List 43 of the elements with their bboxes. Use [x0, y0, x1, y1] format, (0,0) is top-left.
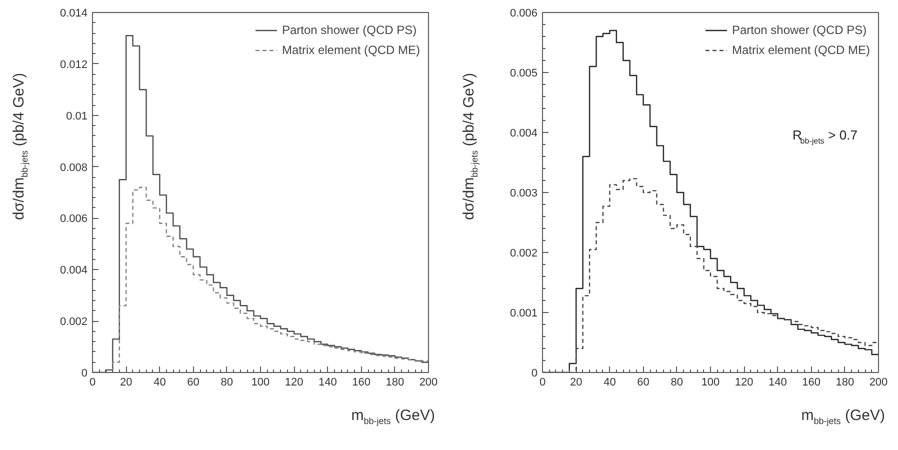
- x-tick-label: 120: [284, 376, 304, 388]
- x-tick-label: 20: [120, 376, 132, 388]
- legend-label: Matrix element (QCD ME): [732, 43, 870, 57]
- x-tick-label: 60: [187, 376, 200, 388]
- x-axis-title: m$_{bb-jets}$ (GeV): [800, 406, 885, 428]
- x-axis-title: m$_{bb-jets}$ (GeV): [350, 406, 435, 428]
- x-tick-label: 180: [386, 376, 404, 388]
- x-tick-label: 100: [251, 376, 270, 388]
- y-tick-label: 0.006: [510, 8, 538, 20]
- x-tick-label: 80: [670, 376, 684, 388]
- legend-label: Matrix element (QCD ME): [282, 43, 420, 57]
- y-tick-label: 0.004: [60, 264, 88, 277]
- x-tick-label: 40: [154, 376, 166, 388]
- x-tick-label: 40: [604, 376, 616, 388]
- y-tick-label: 0: [81, 368, 88, 380]
- legend-label: Parton shower (QCD PS): [282, 23, 417, 37]
- x-tick-label: 60: [637, 376, 650, 388]
- y-tick-label: 0: [531, 368, 538, 380]
- x-tick-label: 80: [220, 376, 234, 388]
- x-tick-label: 0: [539, 376, 546, 388]
- x-tick-label: 180: [836, 376, 854, 388]
- x-tick-label: 100: [701, 376, 720, 388]
- y-tick-label: 0.002: [510, 248, 538, 260]
- y-tick-label: 0.012: [60, 58, 88, 71]
- x-tick-label: 200: [869, 376, 888, 388]
- y-tick-label: 0.014: [60, 8, 88, 20]
- x-tick-label: 140: [318, 376, 337, 388]
- y-tick-label: 0.003: [510, 188, 538, 200]
- y-tick-label: 0.001: [510, 308, 538, 320]
- x-tick-label: 200: [419, 376, 438, 388]
- y-tick-label: 0.005: [510, 68, 538, 80]
- x-tick-label: 120: [734, 376, 754, 388]
- y-tick-label: 0.008: [60, 162, 88, 174]
- x-tick-label: 160: [802, 376, 820, 388]
- y-tick-label: 0.006: [60, 213, 88, 226]
- x-tick-label: 160: [352, 376, 370, 388]
- x-tick-label: 0: [89, 376, 96, 388]
- legend-label: Parton shower (QCD PS): [732, 23, 867, 37]
- y-tick-label: 0.004: [510, 128, 538, 140]
- y-tick-label: 0.002: [60, 316, 88, 328]
- x-tick-label: 140: [768, 376, 787, 388]
- x-tick-label: 20: [570, 376, 582, 388]
- y-tick-label: 0.01: [66, 110, 88, 122]
